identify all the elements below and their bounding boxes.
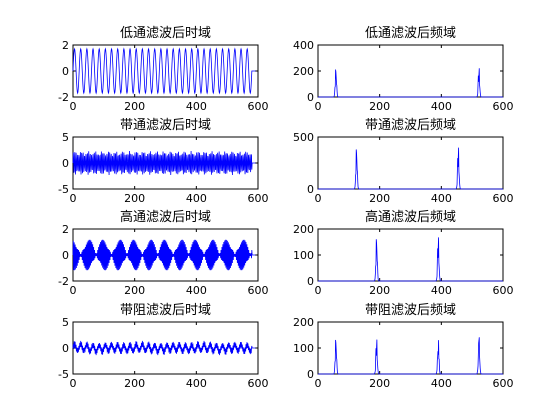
x-tick-label: 400 <box>186 284 207 297</box>
y-tick-label: 200 <box>293 316 314 329</box>
x-tick-label: 0 <box>70 100 77 113</box>
x-tick-label: 200 <box>124 100 145 113</box>
plot-area <box>317 136 504 190</box>
x-tick-label: 400 <box>431 100 452 113</box>
y-tick-label: 200 <box>293 223 314 236</box>
subplot-title: 低通滤波后时域 <box>120 26 211 41</box>
x-tick-label: 0 <box>70 192 77 205</box>
x-tick-label: 200 <box>369 192 390 205</box>
series-line <box>72 151 256 175</box>
x-tick-label: 600 <box>248 377 269 390</box>
y-tick-label: 400 <box>293 39 314 52</box>
x-tick-label: 200 <box>124 284 145 297</box>
series-line <box>72 47 256 95</box>
series-line <box>318 147 503 190</box>
x-tick-label: 400 <box>186 192 207 205</box>
y-tick-label: 0 <box>62 157 69 170</box>
series-line <box>318 337 503 375</box>
y-tick-label: 100 <box>293 249 314 262</box>
x-tick-label: 600 <box>493 284 514 297</box>
x-tick-label: 0 <box>70 377 77 390</box>
x-tick-label: 600 <box>248 192 269 205</box>
x-tick-label: 200 <box>369 100 390 113</box>
y-tick-label: 0 <box>62 342 69 355</box>
x-tick-label: 400 <box>431 377 452 390</box>
y-tick-label: -5 <box>58 368 69 381</box>
y-tick-label: -2 <box>58 91 69 104</box>
y-tick-label: 0 <box>307 91 314 104</box>
y-tick-label: 2 <box>62 223 69 236</box>
x-tick-label: 200 <box>369 377 390 390</box>
x-tick-label: 0 <box>315 192 322 205</box>
subplot-4: 带通滤波后频域 0 200 400 600 0 500 <box>293 118 514 205</box>
subplot-2: 低通滤波后频域 0 200 400 600 0 200 400 <box>293 26 514 113</box>
subplot-8: 带阻滤波后频域 0 200 400 600 0 100 200 <box>293 303 514 390</box>
y-tick-label: 5 <box>62 131 69 144</box>
subplot-title: 带通滤波后频域 <box>365 118 456 133</box>
series-line <box>318 68 503 98</box>
x-tick-label: 400 <box>186 100 207 113</box>
subplot-title: 高通滤波后频域 <box>365 209 456 225</box>
y-tick-label: 2 <box>62 39 69 52</box>
x-tick-label: 0 <box>70 284 77 297</box>
series-line <box>72 239 256 271</box>
x-tick-label: 0 <box>315 100 322 113</box>
series-line <box>318 237 503 282</box>
subplot-title: 带阻滤波后时域 <box>120 303 211 318</box>
x-tick-label: 400 <box>431 284 452 297</box>
x-tick-label: 600 <box>248 284 269 297</box>
x-tick-label: 200 <box>369 284 390 297</box>
subplot-title: 带阻滤波后频域 <box>365 303 456 318</box>
y-tick-label: -5 <box>58 183 69 196</box>
plot-area <box>317 44 504 98</box>
y-tick-label: 100 <box>293 342 314 355</box>
x-tick-label: 200 <box>124 377 145 390</box>
y-tick-label: 0 <box>307 368 314 381</box>
plot-area <box>317 228 504 282</box>
subplot-6: 高通滤波后频域 0 200 400 600 0 100 200 <box>293 209 514 297</box>
series-line <box>72 340 256 356</box>
y-tick-label: 0 <box>307 183 314 196</box>
y-tick-label: -2 <box>58 275 69 288</box>
y-tick-label: 0 <box>62 65 69 78</box>
x-tick-label: 200 <box>124 192 145 205</box>
y-tick-label: 5 <box>62 316 69 329</box>
subplot-title: 高通滤波后时域 <box>120 209 211 225</box>
subplot-title: 带通滤波后时域 <box>120 118 211 133</box>
x-tick-label: 600 <box>248 100 269 113</box>
x-tick-label: 600 <box>493 192 514 205</box>
y-tick-label: 500 <box>293 131 314 144</box>
x-tick-label: 600 <box>493 377 514 390</box>
x-tick-label: 400 <box>186 377 207 390</box>
x-tick-label: 0 <box>315 377 322 390</box>
x-tick-label: 0 <box>315 284 322 297</box>
x-tick-label: 600 <box>493 100 514 113</box>
y-tick-label: 0 <box>307 275 314 288</box>
x-tick-label: 400 <box>431 192 452 205</box>
y-tick-label: 0 <box>62 249 69 262</box>
y-tick-label: 200 <box>293 65 314 78</box>
subplot-title: 低通滤波后频域 <box>365 26 456 41</box>
plot-area <box>317 321 504 375</box>
